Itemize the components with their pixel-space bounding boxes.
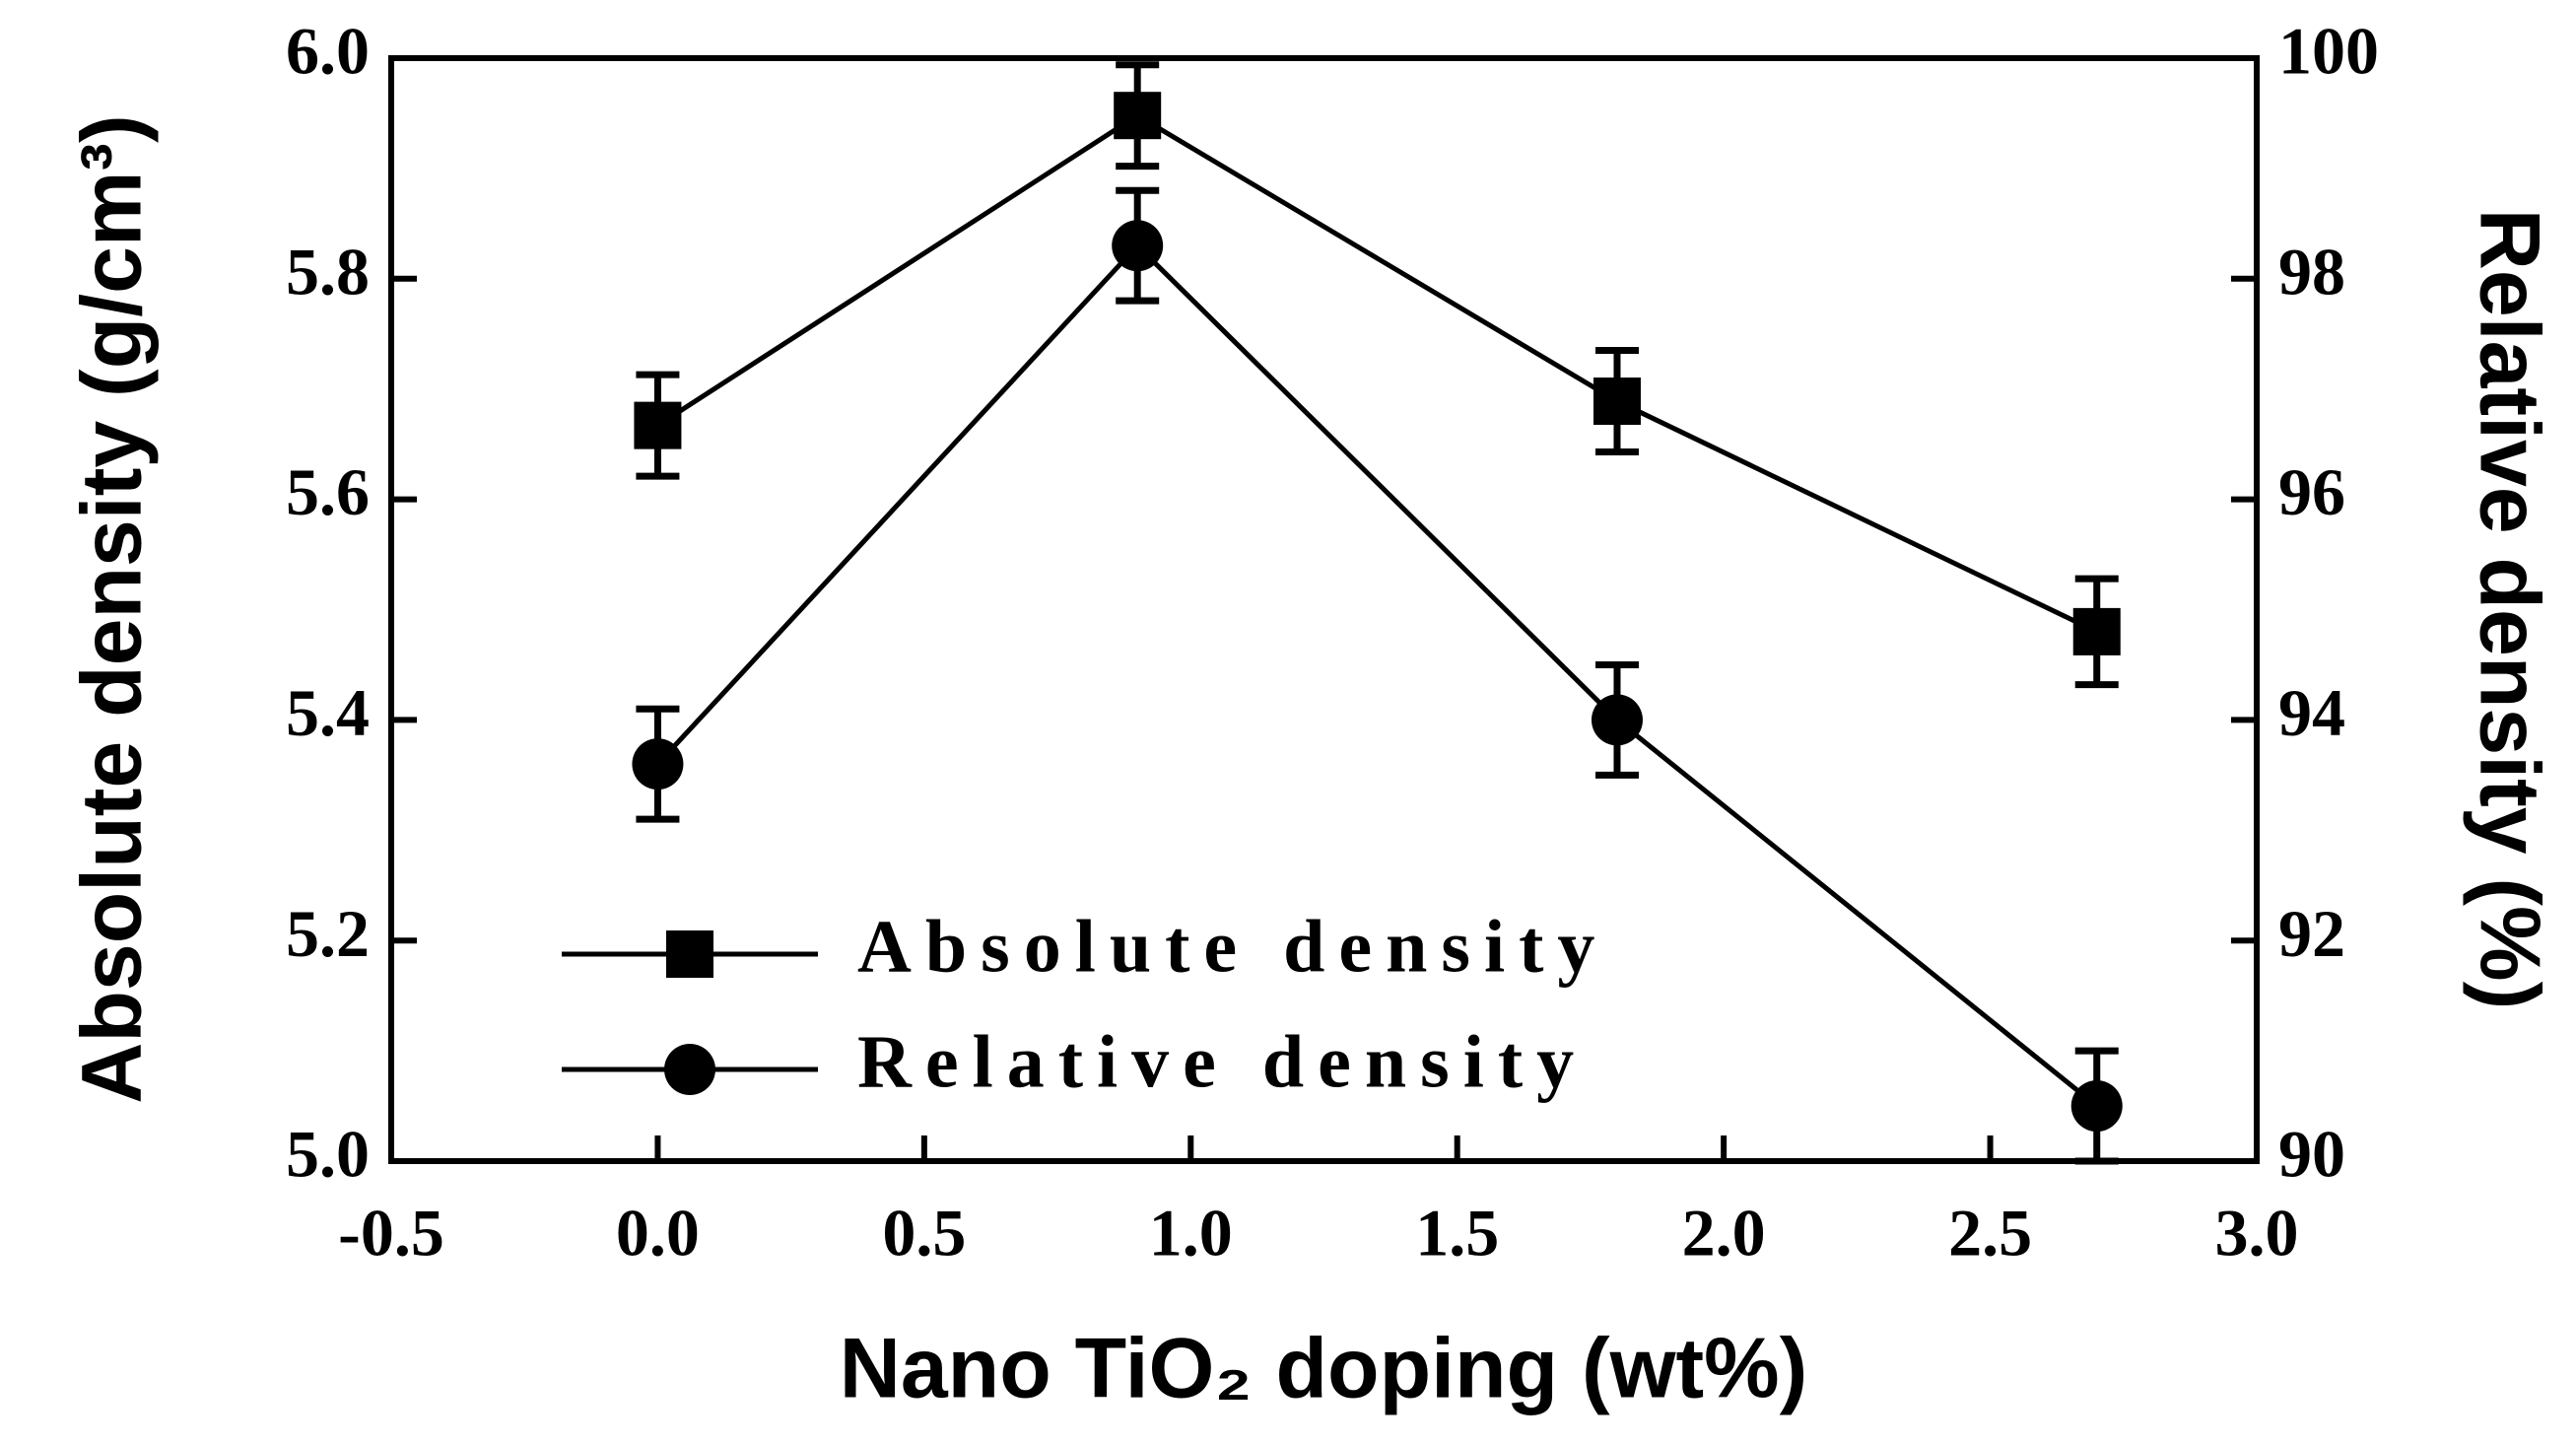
legend-label: Relative density [857,1020,1588,1103]
x-tick-label: -0.5 [338,1196,444,1271]
y2-tick-label: 94 [2278,675,2345,750]
y2-tick-label: 96 [2278,454,2345,529]
y-tick-label: 5.4 [286,675,370,750]
y2-tick-label: 90 [2278,1117,2345,1192]
y-tick-label: 5.0 [286,1117,370,1192]
x-tick-label: 3.0 [2215,1196,2299,1271]
y-tick-label: 5.8 [286,234,370,309]
y2-tick-label: 98 [2278,234,2345,309]
y-tick-label: 6.0 [286,14,370,89]
marker [1591,694,1643,746]
x-axis-title: Nano TiO₂ doping (wt%) [840,1322,1808,1416]
plot-frame [388,55,2260,1164]
marker [1112,220,1164,272]
x-tick-label: 2.5 [1948,1196,2032,1271]
series-line [655,241,2099,1108]
y2-axis-title: Relative density (%) [2462,209,2556,1009]
marker [634,401,682,449]
x-tick-label: 2.0 [1682,1196,1766,1271]
y2-tick-label: 92 [2278,896,2345,971]
marker [2072,607,2121,655]
y-axis-title: Absolute density (g/cm³) [65,114,160,1103]
series-line [656,112,2098,635]
legend-label: Absolute density [857,905,1608,988]
marker [1593,378,1641,426]
x-tick-label: 0.5 [882,1196,966,1271]
marker [1114,92,1162,140]
x-tick-label: 1.5 [1415,1196,1499,1271]
legend-marker [666,930,713,978]
x-tick-label: 1.0 [1149,1196,1233,1271]
marker [632,738,684,791]
marker [2070,1080,2123,1133]
y-tick-label: 5.2 [286,896,370,971]
y2-tick-label: 100 [2278,14,2379,89]
y-tick-label: 5.6 [286,454,370,529]
x-tick-label: 0.0 [616,1196,700,1271]
legend-marker [664,1044,715,1095]
